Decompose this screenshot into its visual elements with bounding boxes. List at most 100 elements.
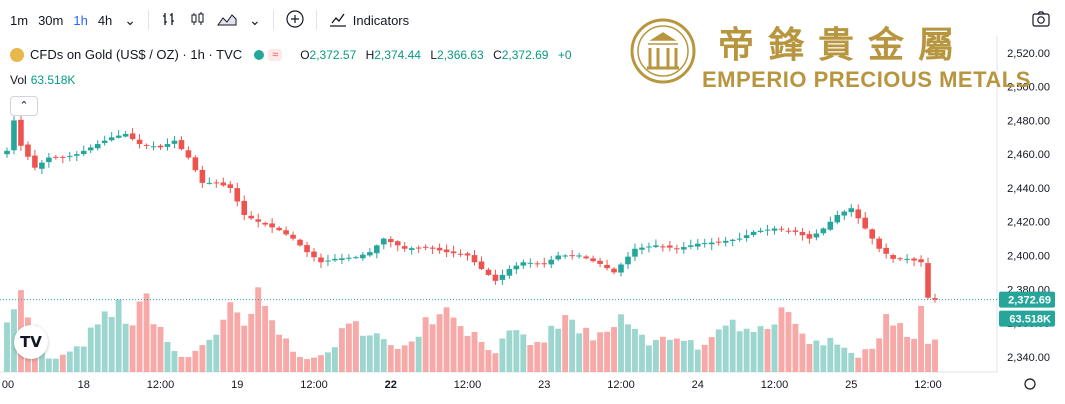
candle-body [422, 246, 429, 248]
symbol-title[interactable]: CFDs on Gold (US$ / OZ) · 1h · TVC [30, 47, 243, 62]
volume-bar [555, 328, 562, 372]
candle-body [750, 231, 757, 235]
gear-icon[interactable] [1024, 378, 1036, 390]
timeframe-4h[interactable]: 4h [97, 12, 113, 28]
candle-body [827, 221, 834, 230]
candle-body [297, 239, 303, 246]
candle-body [562, 255, 568, 257]
indicators-button[interactable]: Indicators [352, 12, 410, 28]
volume-badge-label: 63.518K [1009, 314, 1051, 326]
candle-body [492, 274, 499, 281]
candle-body [387, 239, 394, 242]
volume-bar [387, 345, 394, 372]
volume-bar [227, 302, 234, 372]
tradingview-logo[interactable]: TV [14, 325, 48, 359]
y-tick-label: 2,500.00 [1007, 82, 1050, 94]
volume-bar [806, 343, 813, 372]
candle-body [639, 247, 645, 250]
candle-body [660, 246, 666, 248]
chevron-down-icon[interactable]: ⌄ [249, 11, 261, 28]
volume-bar [492, 353, 499, 372]
volume-bar [485, 350, 492, 372]
candle-body [632, 248, 638, 257]
add-circle-icon[interactable] [286, 9, 304, 31]
chevron-down-icon[interactable]: ⌄ [124, 11, 137, 28]
volume-bar [66, 351, 73, 372]
indicators-icon[interactable] [329, 11, 347, 30]
gold-coin-icon [10, 47, 24, 62]
volume-bar [171, 351, 178, 372]
volume-bar [255, 287, 262, 372]
volume-bar [338, 328, 345, 372]
candle-body [360, 254, 366, 259]
volume-bar [862, 349, 869, 372]
volume-bar [848, 352, 855, 372]
candle-body [897, 258, 903, 260]
area-chart-icon[interactable] [217, 11, 237, 30]
volume-bar [834, 344, 841, 372]
candle-body [60, 156, 66, 158]
volume-bar [855, 357, 862, 372]
volume-badge [999, 310, 1055, 327]
timeframe-1h[interactable]: 1h [73, 12, 88, 28]
volume-bar [701, 344, 708, 372]
candle-body [206, 182, 213, 184]
volume-bar [213, 334, 220, 372]
x-tick-label: 24 [692, 379, 704, 391]
volume-bar [269, 320, 276, 372]
volume-bar [499, 338, 506, 372]
high-key: H [365, 47, 375, 62]
candle-body [39, 162, 45, 169]
volume-bar [436, 314, 443, 372]
timeframe-30m[interactable]: 30m [38, 12, 64, 28]
candle-body [178, 140, 185, 150]
candle-body [757, 230, 764, 232]
candle-body [46, 157, 52, 163]
volume-bar [597, 332, 604, 372]
volume-bar [108, 316, 115, 372]
candle-body [339, 258, 345, 260]
volume-bar [611, 327, 617, 372]
delayed-badge[interactable]: ≈ [268, 48, 283, 61]
collapse-legend-button[interactable]: ⌃ [10, 96, 38, 116]
volume-bar [429, 324, 436, 372]
y-tick-label: 2,480.00 [1007, 115, 1050, 127]
candle-body [534, 263, 541, 265]
volume-bar [513, 330, 520, 372]
candle-body [25, 144, 31, 157]
volume-bar [911, 338, 917, 372]
candle-body [729, 239, 736, 242]
candle-body [80, 150, 87, 155]
volume-bar [590, 340, 597, 372]
candle-body [848, 208, 855, 213]
volume-bar [736, 331, 743, 372]
candle-body [701, 243, 708, 245]
volume-bar [185, 357, 192, 372]
volume-bar [813, 340, 820, 372]
candle-body [164, 144, 171, 147]
volume-bar [373, 333, 380, 372]
volume-bar [199, 345, 206, 372]
open-value: 2,372.57 [309, 47, 357, 62]
y-tick-label: 2,460.00 [1007, 149, 1050, 161]
volume-bar [694, 349, 701, 372]
bar-chart-icon[interactable] [161, 11, 177, 30]
volume-bar [359, 335, 366, 372]
volume-bar [318, 355, 324, 372]
candle-body [778, 228, 785, 230]
camera-icon[interactable] [1032, 10, 1050, 28]
volume-bar [757, 326, 764, 372]
candle-body [604, 264, 610, 269]
candle-body [304, 245, 310, 253]
candle-body [150, 146, 157, 148]
volume-bar [625, 324, 631, 372]
volume-bar [115, 299, 122, 372]
timeframe-1m[interactable]: 1m [10, 12, 29, 28]
candles-icon[interactable] [189, 11, 205, 30]
volume-bar [415, 336, 422, 372]
volume-bar [708, 337, 715, 372]
volume-bar [925, 343, 931, 372]
candle-body [367, 252, 373, 256]
volume-bar [457, 326, 464, 372]
